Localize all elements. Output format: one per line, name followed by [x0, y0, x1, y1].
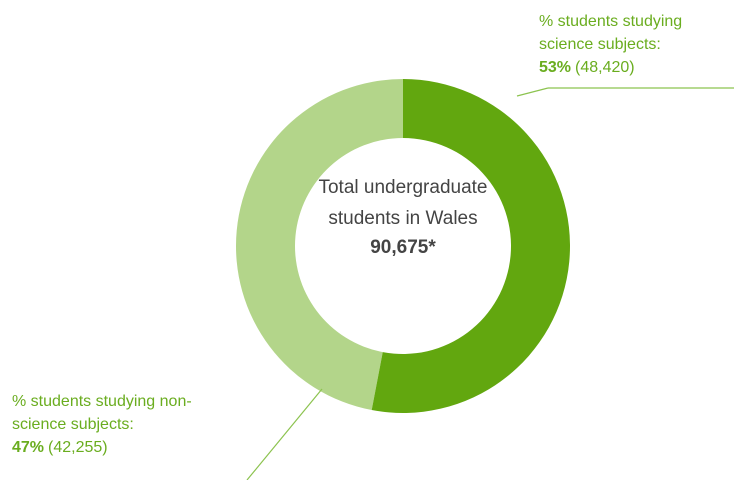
category-label: % students studying non-science subjects… [12, 393, 192, 433]
value-label: 47% [12, 439, 45, 456]
slice-label: % students studying non-science subjects… [12, 390, 222, 459]
leader-line [516, 87, 549, 97]
center-total: 90,675* [370, 237, 436, 258]
center-text: Total undergraduate students in Wales [318, 177, 488, 229]
slice [236, 79, 403, 411]
count-label: (42,255) [48, 439, 108, 456]
leader-line [246, 388, 323, 480]
slice [371, 79, 570, 413]
count-label: (48,420) [575, 59, 635, 76]
slice-label: % students studying science subjects: 53… [539, 10, 734, 79]
center-label: Total undergraduate students in Wales 90… [313, 172, 493, 262]
category-label: % students studying science subjects: [539, 13, 683, 53]
value-label: 53% [539, 59, 572, 76]
